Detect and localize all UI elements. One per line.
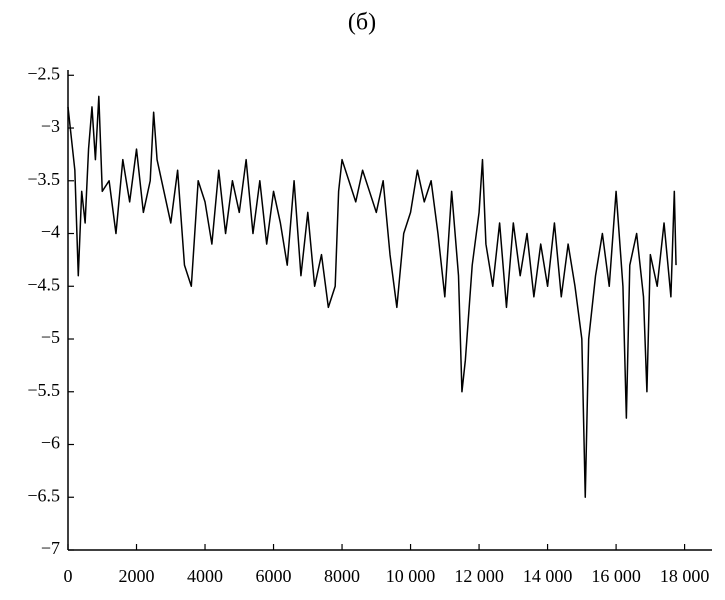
x-tick-label: 18 000 bbox=[660, 566, 710, 586]
data-line bbox=[67, 95, 677, 499]
y-tick-label: −2.5 bbox=[27, 63, 60, 83]
y-tick-label: −5.5 bbox=[27, 380, 60, 400]
x-tick-label: 8000 bbox=[324, 566, 360, 586]
y-tick-label: −6.5 bbox=[27, 485, 60, 505]
y-tick-label: −4 bbox=[41, 222, 60, 242]
x-tick-label: 10 000 bbox=[386, 566, 436, 586]
y-tick-label: −3.5 bbox=[27, 169, 60, 189]
chart-title: (б) bbox=[348, 10, 376, 36]
x-tick-label: 14 000 bbox=[523, 566, 573, 586]
y-tick-label: −7 bbox=[41, 538, 60, 558]
x-tick-label: 6000 bbox=[256, 566, 292, 586]
x-tick-label: 12 000 bbox=[454, 566, 504, 586]
y-tick-label: −4.5 bbox=[27, 274, 60, 294]
y-tick-label: −6 bbox=[41, 433, 60, 453]
y-tick-label: −3 bbox=[41, 116, 60, 136]
x-tick-label: 2000 bbox=[119, 566, 155, 586]
x-tick-label: 16 000 bbox=[591, 566, 641, 586]
x-tick-label: 4000 bbox=[187, 566, 223, 586]
y-tick-label: −5 bbox=[41, 327, 60, 347]
x-tick-label: 0 bbox=[64, 566, 73, 586]
